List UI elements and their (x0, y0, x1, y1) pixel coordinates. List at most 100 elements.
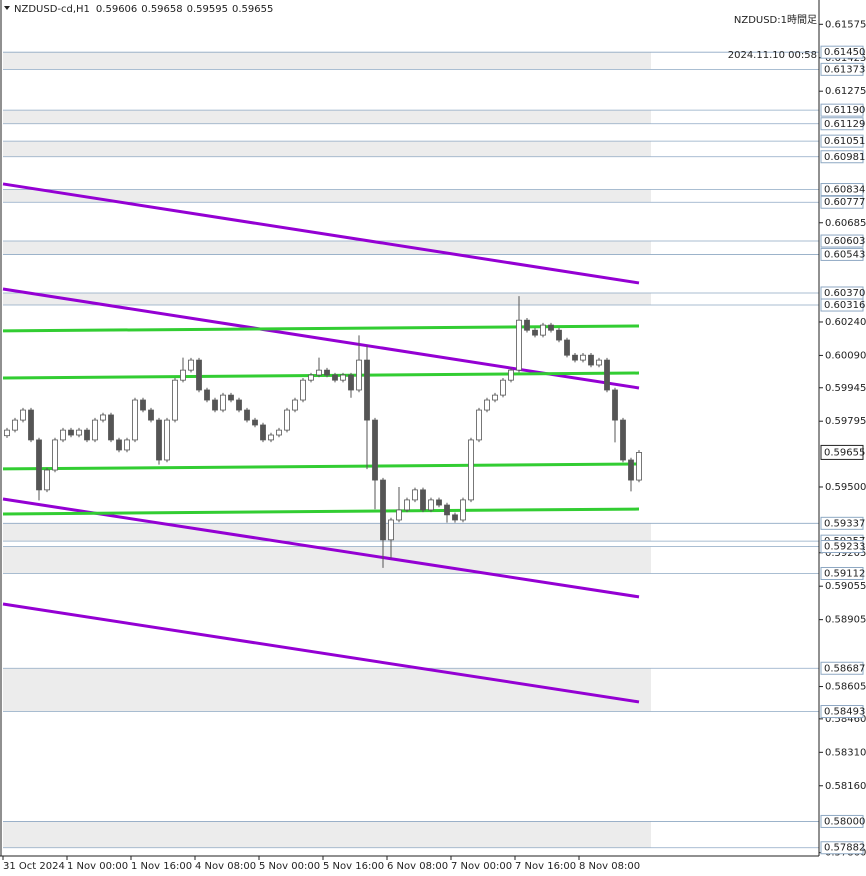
candle-body (124, 439, 130, 451)
ohlc-value: 0.59606 (96, 4, 137, 15)
candle-body (180, 369, 186, 381)
candle-body (604, 359, 610, 391)
x-tick-label: 6 Nov 08:00 (387, 861, 448, 872)
candle-body (164, 419, 170, 461)
zone (3, 110, 651, 124)
ohlc-value: 0.59595 (187, 4, 228, 15)
ohlc-value: 0.59655 (232, 4, 273, 15)
candle-body (588, 354, 594, 366)
level-label: 0.58687 (824, 663, 865, 674)
candle-body (620, 419, 626, 461)
chart-title: NZDUSD:1時間足 (734, 14, 817, 26)
y-tick-label: 0.60090 (825, 350, 866, 361)
zone (3, 523, 651, 542)
candle-body (348, 374, 354, 391)
candle-body (156, 419, 162, 461)
x-tick-label: 1 Nov 16:00 (131, 861, 192, 872)
candle-body (364, 359, 370, 421)
candle-body (228, 394, 234, 401)
y-tick-label: 0.59500 (825, 482, 866, 493)
candle-body (204, 389, 210, 401)
trend-line (2, 462, 640, 471)
x-tick-label: 31 Oct 2024 (3, 861, 65, 872)
candle-body (460, 499, 466, 521)
symbol: NZDUSD-cd,H1 (14, 4, 90, 15)
candle-body (468, 439, 474, 501)
candle-body (564, 339, 570, 356)
trend-line (2, 287, 640, 390)
candle-body (252, 419, 258, 426)
y-tick-label: 0.60685 (825, 218, 866, 229)
trend-line (2, 602, 640, 704)
x-tick-label: 5 Nov 00:00 (259, 861, 320, 872)
zone (3, 668, 651, 712)
level-label-box (820, 45, 864, 59)
y-tick-label: 0.61575 (825, 19, 866, 30)
y-tick-label: 0.58460 (825, 714, 866, 725)
candle-body (532, 329, 538, 336)
candle-body (636, 452, 642, 481)
level-label-box (820, 247, 864, 261)
candle-body (324, 369, 330, 376)
y-tick-label: 0.58160 (825, 781, 866, 792)
y-tick-label: 0.59205 (825, 548, 866, 559)
level-label-box (820, 705, 864, 719)
x-tick-label: 8 Nov 08:00 (579, 861, 640, 872)
zone (3, 52, 651, 70)
candle-body (172, 379, 178, 421)
level-label: 0.58493 (824, 707, 865, 718)
level-label: 0.57882 (824, 843, 865, 854)
y-tick-label: 0.58310 (825, 747, 866, 758)
level-label-box (820, 298, 864, 312)
candle-body (68, 429, 74, 436)
candle-body (148, 409, 154, 421)
level-label: 0.60543 (824, 249, 865, 260)
candle-body (220, 394, 226, 411)
chart-subtitle: 2024.11.10 00:58 (728, 50, 817, 61)
candle-body (356, 359, 362, 391)
level-label-box (820, 516, 864, 530)
candle-body (404, 499, 410, 511)
candle-body (108, 414, 114, 441)
level-label: 0.60777 (824, 197, 865, 208)
x-tick-label: 5 Nov 16:00 (323, 861, 384, 872)
level-label: 0.60834 (824, 185, 865, 196)
level-label-box (820, 62, 864, 76)
candle-body (244, 409, 250, 421)
level-label-box (820, 814, 864, 828)
y-tick-label: 0.58905 (825, 615, 866, 626)
candle-body (260, 424, 266, 441)
x-tick-label: 7 Nov 00:00 (451, 861, 512, 872)
level-label: 0.59233 (824, 542, 865, 553)
candle-body (436, 499, 442, 506)
candle-body (628, 459, 634, 481)
candle-body (388, 519, 394, 541)
y-tick-label: 0.59055 (825, 581, 866, 592)
candle-body (420, 489, 426, 511)
candle-body (212, 399, 218, 411)
level-label-box (820, 134, 864, 148)
candle-body (412, 489, 418, 501)
level-label-box (820, 661, 864, 675)
level-label-box (820, 103, 864, 117)
trend-line (2, 324, 640, 333)
candle-body (516, 319, 522, 371)
candle-body (580, 354, 586, 361)
level-label-box (820, 566, 864, 580)
candle-body (44, 469, 50, 491)
candle-body (556, 329, 562, 341)
candle-body (116, 439, 122, 451)
level-label: 0.60603 (824, 236, 865, 247)
level-label: 0.61373 (824, 64, 865, 75)
candle-body (612, 389, 618, 421)
candle-body (540, 324, 546, 336)
level-label: 0.61450 (824, 47, 865, 58)
level-label: 0.61190 (824, 105, 865, 116)
candle-body (332, 374, 338, 381)
candle-body (308, 374, 314, 381)
candle-body (60, 429, 66, 441)
level-label: 0.59112 (824, 568, 865, 579)
candle-body (548, 324, 554, 331)
zone (3, 241, 651, 255)
